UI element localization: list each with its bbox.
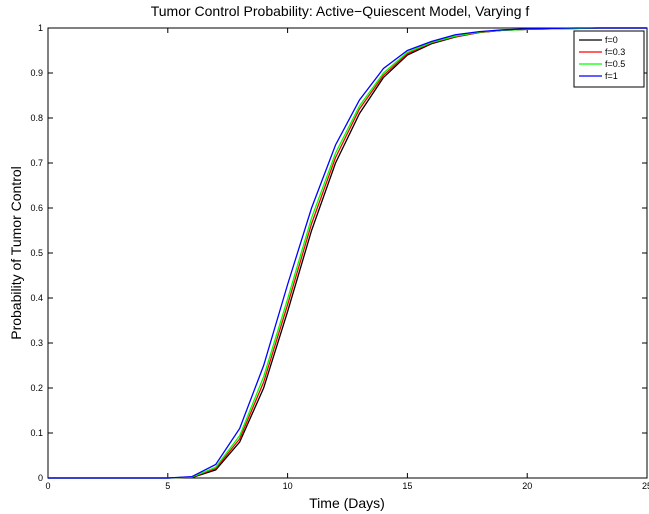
x-tick-label: 0 <box>45 481 50 491</box>
plot-area <box>47 27 648 479</box>
y-tick-label: 0.5 <box>30 248 43 258</box>
y-tick-label: 0.4 <box>30 293 43 303</box>
y-tick-label: 0.9 <box>30 68 43 78</box>
y-tick-label: 1 <box>38 23 43 33</box>
y-axis-label: Probability of Tumor Control <box>8 166 24 340</box>
legend-label: f=0.3 <box>605 47 625 57</box>
y-tick-label: 0.7 <box>30 158 43 168</box>
x-tick-label: 25 <box>642 481 649 491</box>
y-tick-label: 0.6 <box>30 203 43 213</box>
y-tick-label: 0.3 <box>30 338 43 348</box>
y-tick-label: 0.8 <box>30 113 43 123</box>
x-tick-label: 20 <box>522 481 532 491</box>
x-tick-label: 15 <box>402 481 412 491</box>
x-axis-label: Time (Days) <box>309 495 385 511</box>
series-line <box>48 27 647 479</box>
y-tick-label: 0.1 <box>30 428 43 438</box>
legend-label: f=1 <box>605 71 618 81</box>
y-tick-label: 0.2 <box>30 383 43 393</box>
x-tick-label: 5 <box>165 481 170 491</box>
legend-label: f=0.5 <box>605 59 625 69</box>
y-tick-label: 0 <box>38 473 43 483</box>
chart-title: Tumor Control Probability: Active−Quiesc… <box>151 3 530 19</box>
legend-label: f=0 <box>605 35 618 45</box>
x-tick-label: 10 <box>283 481 293 491</box>
